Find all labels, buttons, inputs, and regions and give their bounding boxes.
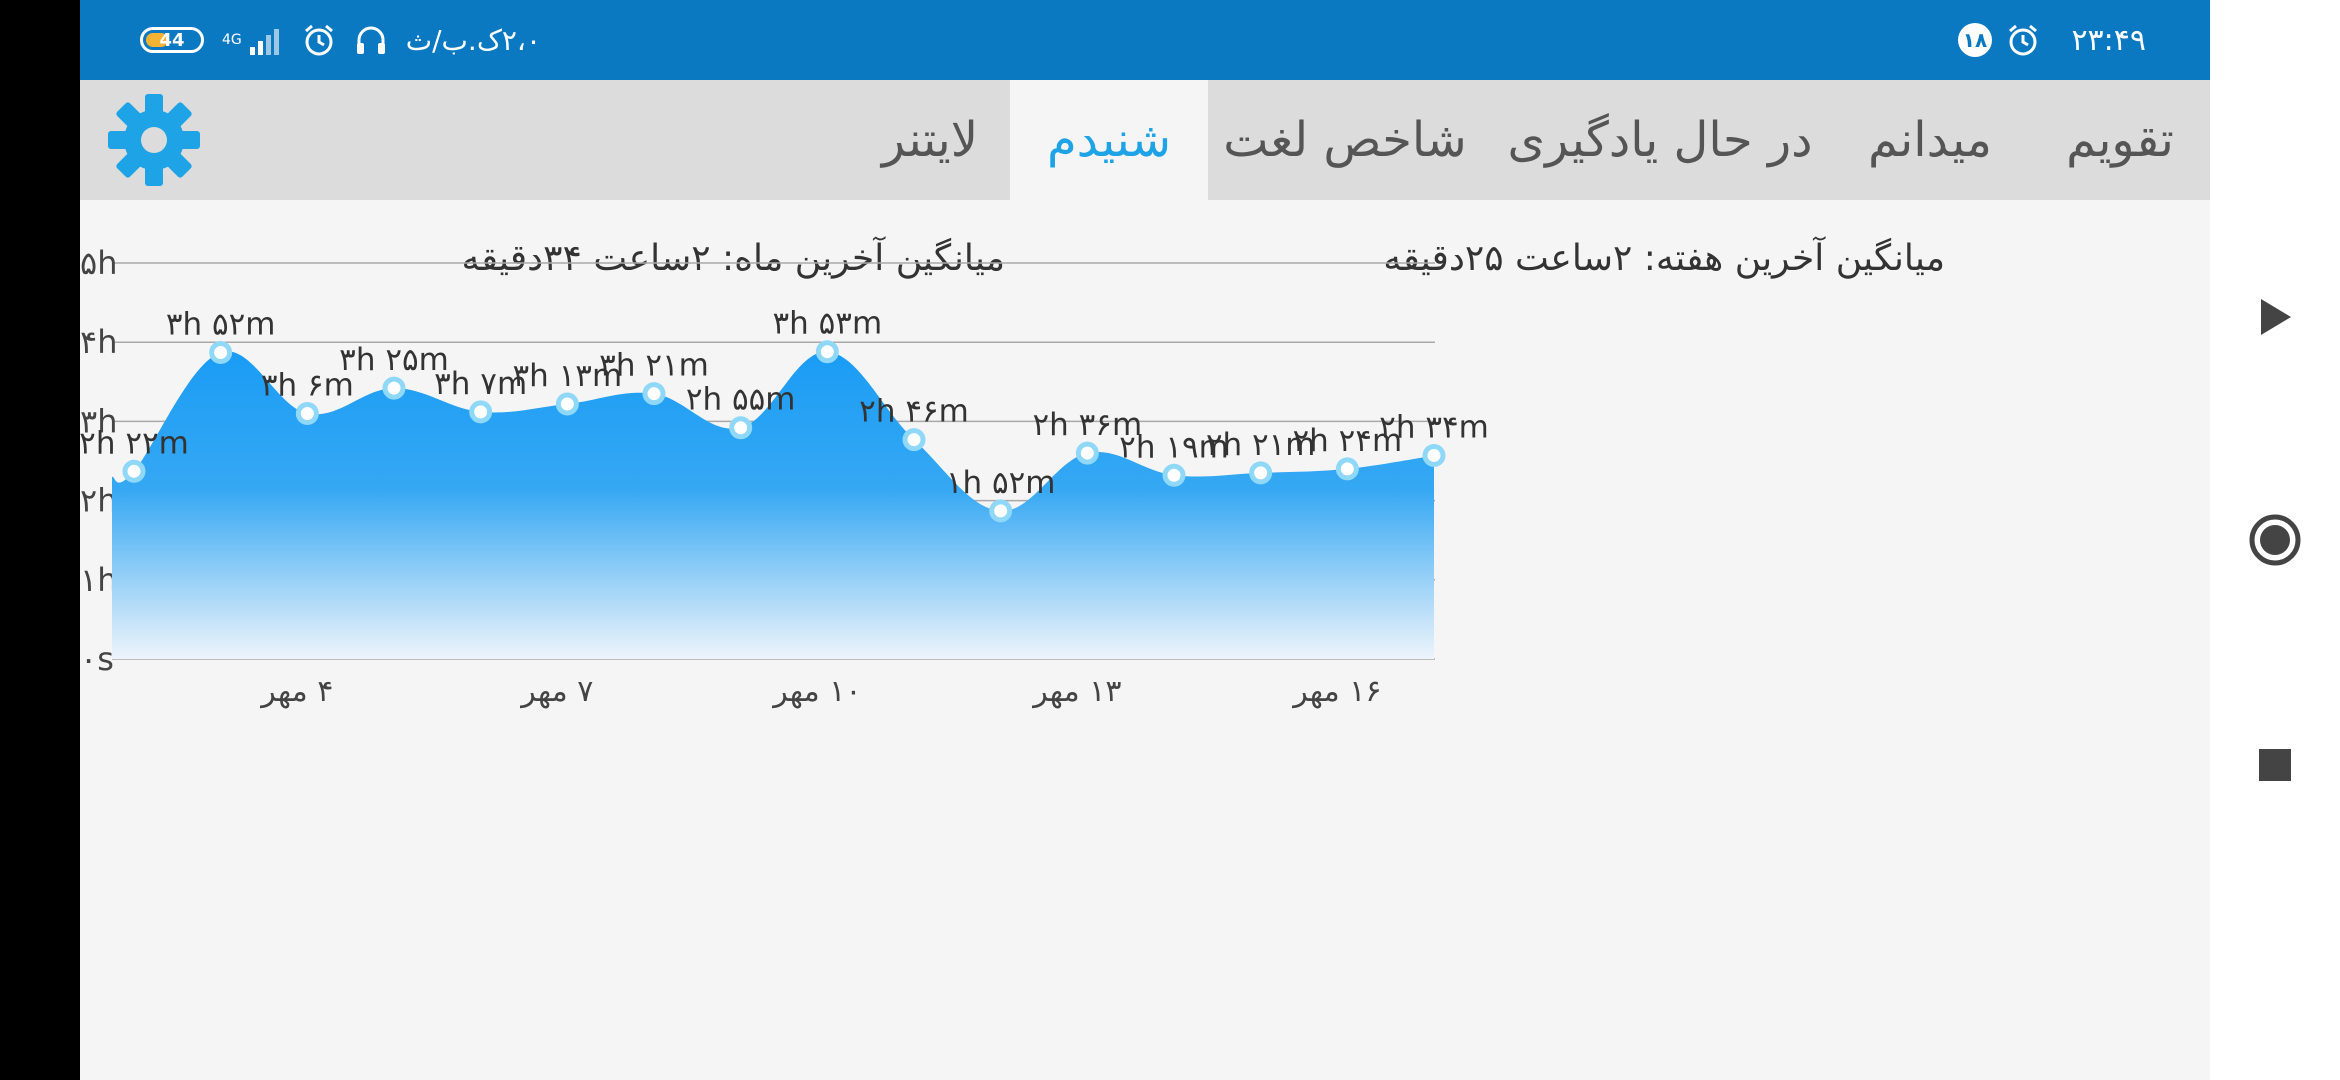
battery-level: 44 xyxy=(159,29,185,51)
data-point xyxy=(729,416,753,440)
play-triangle-icon xyxy=(2261,299,2291,335)
y-tick-label: ۵h xyxy=(80,244,117,282)
data-point xyxy=(295,401,319,425)
data-label: ۲h ۲۲m xyxy=(80,425,189,461)
gear-icon[interactable] xyxy=(108,94,200,186)
home-button[interactable] xyxy=(2210,512,2340,568)
data-label: ۲h ۲۴m xyxy=(1293,423,1403,459)
x-tick-label: ۴ مهر xyxy=(259,674,333,709)
recents-button[interactable] xyxy=(2210,745,2340,785)
y-tick-label: ۳h xyxy=(80,402,117,440)
x-tick-label: ۱۶ مهر xyxy=(1291,674,1381,709)
data-label: ۲h ۱۹m xyxy=(1119,429,1229,465)
data-label: ۳h ۶m xyxy=(261,367,354,403)
y-tick-label: ۱h xyxy=(80,561,117,599)
back-button[interactable] xyxy=(2210,295,2340,339)
tab-known[interactable]: میدانم xyxy=(1867,112,1993,168)
alarm-icon xyxy=(304,24,333,56)
data-label: ۲h ۵۵m xyxy=(686,382,796,418)
data-label: ۲h ۳۴m xyxy=(1379,409,1489,445)
signal-icon xyxy=(249,29,279,55)
alarm-icon xyxy=(2009,24,2037,56)
app-window: 44 4G ۲،۰ک.ب/ث ۱۸ xyxy=(80,0,2210,1080)
y-tick-label: ۲h xyxy=(80,482,117,520)
battery-icon: 44 xyxy=(140,27,204,53)
tab-bar: تقویم میدانم در حال یادگیری شاخص لغت شنی… xyxy=(80,80,2210,200)
data-label: ۳h ۵۳m xyxy=(773,306,883,342)
data-label: ۳h ۵۲m xyxy=(166,306,276,342)
home-circle-icon xyxy=(2249,514,2301,566)
tab-word-index[interactable]: شاخص لغت xyxy=(1223,112,1467,168)
data-label: ۲h ۴۶m xyxy=(859,394,969,430)
data-point xyxy=(1075,441,1099,465)
data-label: ۳h ۲۵m xyxy=(339,342,449,378)
square-icon xyxy=(2259,749,2291,781)
data-point xyxy=(209,340,233,364)
data-point xyxy=(902,428,926,452)
status-right-group: ۱۸ xyxy=(1958,0,2040,80)
network-speed: ۲،۰ک.ب/ث xyxy=(405,23,542,57)
x-tick-label: ۱۳ مهر xyxy=(1031,674,1121,709)
notification-count-badge: ۱۸ xyxy=(1958,23,1992,57)
status-bar: 44 4G ۲،۰ک.ب/ث ۱۸ xyxy=(80,0,2210,80)
data-point xyxy=(1249,461,1273,485)
status-left-group: 44 4G ۲،۰ک.ب/ث xyxy=(140,0,541,80)
data-label: ۳h ۷m xyxy=(434,366,527,402)
data-point xyxy=(815,340,839,364)
data-point xyxy=(1162,463,1186,487)
data-point xyxy=(122,459,146,483)
y-tick-label: ۰s xyxy=(80,640,114,678)
data-point xyxy=(555,392,579,416)
y-tick-label: ۴h xyxy=(80,323,117,361)
x-tick-label: ۷ مهر xyxy=(519,674,593,709)
data-label: ۳h ۲۱m xyxy=(599,348,709,384)
tab-learning[interactable]: در حال یادگیری xyxy=(1507,112,1813,168)
tab-heard[interactable]: شنیدم xyxy=(1010,80,1208,200)
tab-leitner[interactable]: لایتنر xyxy=(881,112,979,168)
network-4g-label: 4G xyxy=(222,32,242,48)
navigation-bar xyxy=(2210,0,2340,1080)
data-label: ۲h ۳۶m xyxy=(1033,407,1143,443)
data-label: ۲h ۲۱m xyxy=(1206,427,1316,463)
x-tick-label: ۱۰ مهر xyxy=(771,674,861,709)
area-fill xyxy=(112,351,1434,659)
data-point xyxy=(382,376,406,400)
headphones-icon xyxy=(356,26,385,54)
data-label: ۱h ۵۲m xyxy=(946,465,1056,501)
data-label: ۳h ۱۳m xyxy=(513,358,623,394)
tab-calendar[interactable]: تقویم xyxy=(2066,112,2174,168)
data-point xyxy=(1422,443,1446,467)
week-average-label: میانگین آخرین هفته: ۲ساعت ۲۵دقیقه xyxy=(1383,238,1945,279)
month-average-label: میانگین آخرین ماه: ۲ساعت ۳۴دقیقه xyxy=(461,238,1005,279)
clock: ۲۳:۴۹ xyxy=(2071,22,2146,58)
data-point xyxy=(989,499,1013,523)
data-point xyxy=(1335,457,1359,481)
data-point xyxy=(642,382,666,406)
data-point xyxy=(469,400,493,424)
